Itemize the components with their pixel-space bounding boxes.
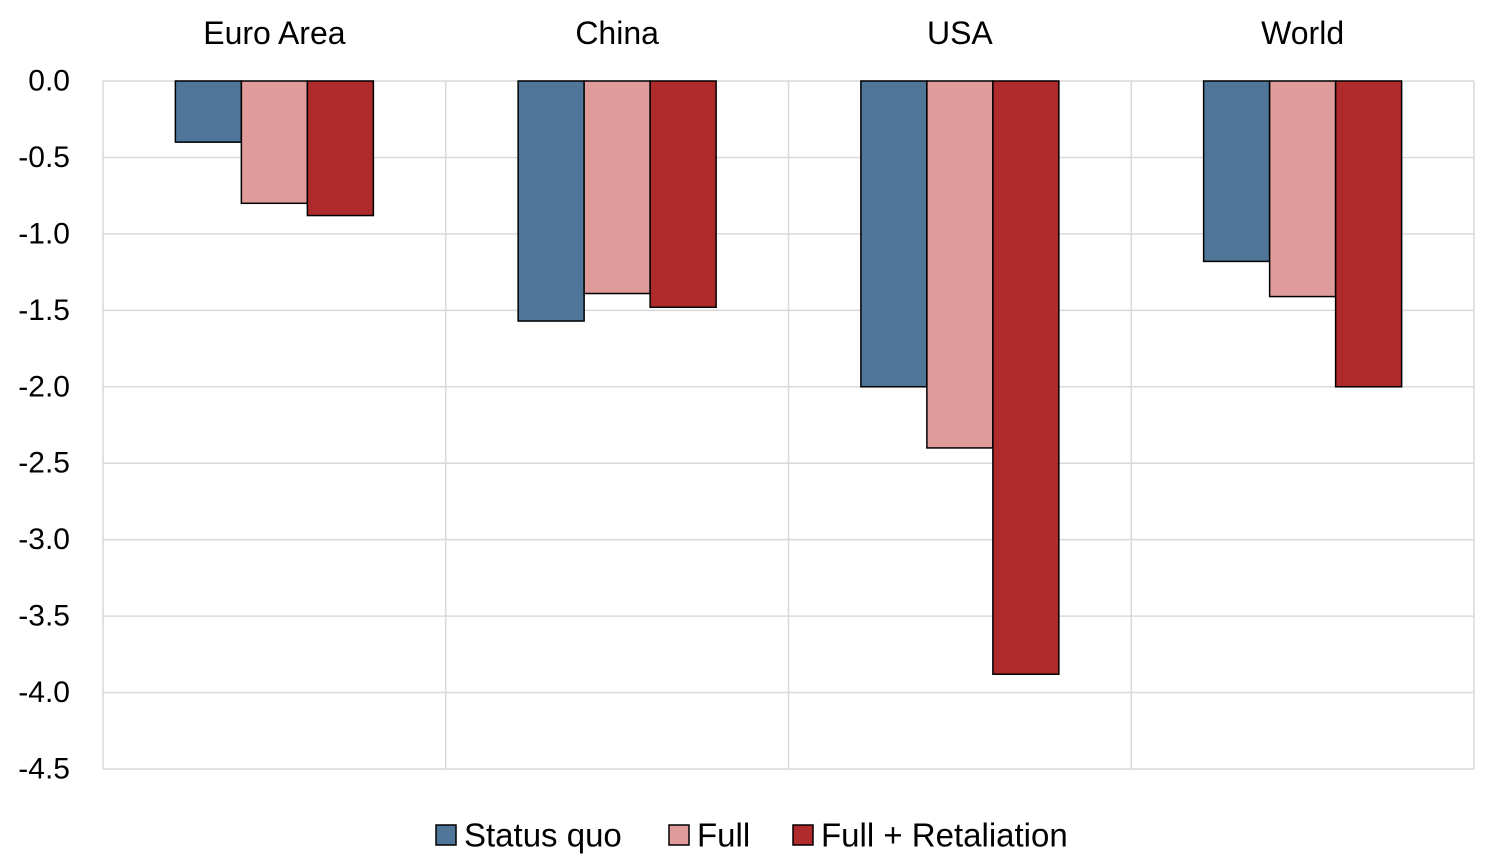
bar bbox=[1334, 80, 1403, 388]
bar bbox=[1202, 80, 1271, 263]
y-tick-label: -1.5 bbox=[18, 294, 70, 327]
y-tick-label: -1.0 bbox=[18, 217, 70, 250]
y-tick-label: 0.0 bbox=[28, 65, 70, 98]
y-tick-label: -3.5 bbox=[18, 600, 70, 633]
legend-swatch bbox=[668, 824, 690, 846]
bar bbox=[926, 80, 994, 449]
y-tick-label: -3.0 bbox=[18, 523, 70, 556]
gridlines bbox=[102, 80, 1475, 770]
legend-label: Full bbox=[697, 817, 750, 854]
bar bbox=[649, 80, 717, 309]
category-label: World bbox=[1261, 15, 1344, 51]
y-axis-tick-labels: 0.0 -0.5 -1.0 -1.5 -2.0 -2.5 -3.0 -3.5 -4.0 -4.5 bbox=[18, 65, 70, 786]
y-tick-label: -0.5 bbox=[18, 141, 70, 174]
bar bbox=[992, 80, 1060, 675]
y-tick-label: -2.5 bbox=[18, 447, 70, 480]
y-tick-label: -2.0 bbox=[18, 370, 70, 403]
legend-swatch bbox=[435, 824, 457, 846]
bar bbox=[517, 80, 585, 322]
y-tick-label: -4.5 bbox=[18, 753, 70, 786]
bars bbox=[174, 80, 1403, 675]
category-label: China bbox=[575, 15, 659, 51]
legend: Status quo Full Full + Retaliation bbox=[435, 817, 1068, 854]
y-tick-label: -4.0 bbox=[18, 676, 70, 709]
bar bbox=[240, 80, 309, 205]
bar bbox=[1268, 80, 1337, 298]
legend-label: Status quo bbox=[464, 817, 622, 854]
bar bbox=[306, 80, 375, 217]
legend-swatch bbox=[792, 824, 814, 846]
category-label: USA bbox=[927, 15, 993, 51]
bar bbox=[583, 80, 651, 295]
bar bbox=[174, 80, 243, 143]
category-label: Euro Area bbox=[203, 15, 346, 51]
legend-label: Full + Retaliation bbox=[821, 817, 1068, 854]
category-labels: Euro Area China USA World bbox=[203, 15, 1344, 51]
bar bbox=[860, 80, 928, 388]
